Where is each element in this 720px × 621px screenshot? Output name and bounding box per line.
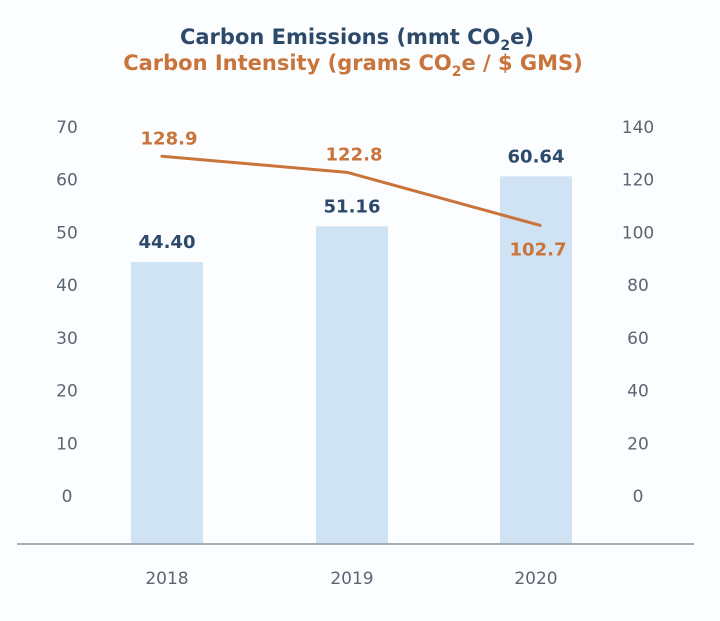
chart-title-emissions: Carbon Emissions (mmt CO2e) xyxy=(180,25,534,54)
bar-value-label: 44.40 xyxy=(139,232,196,253)
line-value-label: 122.8 xyxy=(326,144,383,165)
line-series xyxy=(160,154,542,227)
bar xyxy=(316,226,388,544)
line-value-label: 128.9 xyxy=(141,128,198,149)
bar-labels: 44.40 51.16 60.64 xyxy=(139,146,565,253)
left-y-tick-label: 30 xyxy=(56,329,78,349)
bar xyxy=(500,176,572,544)
right-y-tick-label: 120 xyxy=(622,171,654,191)
line-labels: 128.9 122.8 102.7 xyxy=(141,128,567,260)
right-y-tick-label: 40 xyxy=(627,382,649,402)
bar-value-label: 51.16 xyxy=(324,196,381,217)
left-y-tick-label: 0 xyxy=(62,487,73,507)
x-tick-label: 2020 xyxy=(514,569,557,589)
left-y-tick-label: 10 xyxy=(56,434,78,454)
left-y-tick-label: 60 xyxy=(56,171,78,191)
right-y-tick-label: 0 xyxy=(633,487,644,507)
bar-value-label: 60.64 xyxy=(508,146,565,167)
left-y-tick-label: 20 xyxy=(56,382,78,402)
line-value-label: 102.7 xyxy=(510,239,567,260)
x-tick-label: 2019 xyxy=(330,569,373,589)
right-y-tick-label: 60 xyxy=(627,329,649,349)
bar-series xyxy=(131,176,572,544)
left-y-tick-label: 40 xyxy=(56,276,78,296)
chart-title-intensity: Carbon Intensity (grams CO2e / $ GMS) xyxy=(123,51,583,80)
right-y-tick-label: 20 xyxy=(627,434,649,454)
bar xyxy=(131,261,203,544)
left-y-axis: 0 10 20 30 40 50 60 70 xyxy=(56,118,78,507)
right-y-tick-label: 140 xyxy=(622,118,654,138)
right-y-tick-label: 80 xyxy=(627,276,649,296)
right-y-axis: 0 20 40 60 80 100 120 140 xyxy=(622,118,654,507)
left-y-tick-label: 70 xyxy=(56,118,78,138)
x-axis: 2018 2019 2020 xyxy=(145,569,557,589)
x-tick-label: 2018 xyxy=(145,569,188,589)
left-y-tick-label: 50 xyxy=(56,223,78,243)
right-y-tick-label: 100 xyxy=(622,223,654,243)
